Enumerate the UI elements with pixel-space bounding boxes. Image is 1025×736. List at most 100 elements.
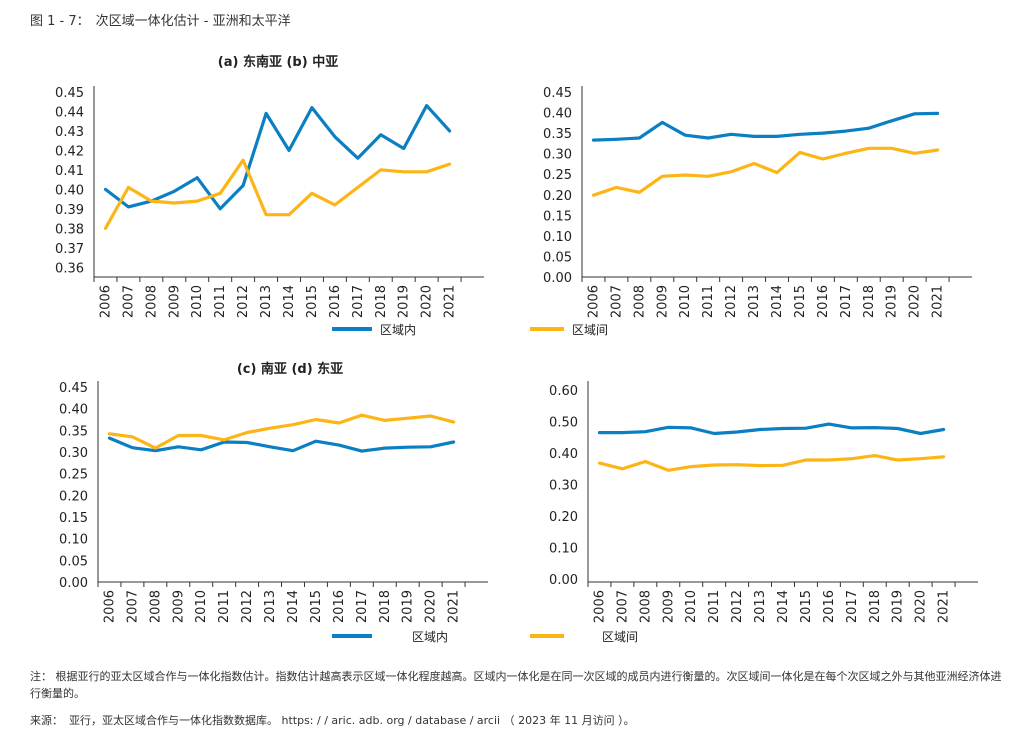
series-line-intra	[103, 103, 452, 211]
x-tick-label: 2020	[914, 590, 929, 623]
x-tick-label: 2017	[355, 590, 370, 623]
chart-panel-2: 0.45 0.40 0.35 0.30 0.25 0.20 0.15 0.10 0.05 0.00…	[530, 86, 972, 337]
y-tick-label: 0.38	[55, 222, 84, 237]
x-tick-label: 2021	[443, 285, 458, 318]
y-tick-label: 0.00	[549, 573, 578, 588]
series-line-intra	[591, 111, 940, 142]
y-tick-label: 0.40	[59, 403, 88, 418]
x-tick-label: 2019	[401, 590, 416, 623]
x-tick-label: 2011	[701, 285, 716, 318]
x-tick-label: 2006	[102, 590, 117, 623]
x-tick-label: 2020	[424, 590, 439, 623]
legend-intra-label: 区域内	[412, 630, 448, 644]
y-tick-label: 0.36	[55, 261, 84, 276]
legend-intra-label: 区域内	[380, 323, 416, 337]
figure-label: 图 1 - 7：	[30, 14, 90, 29]
x-tick-label: 2011	[213, 285, 228, 318]
y-tick-label: 0.41	[55, 164, 84, 179]
plot-area: 0.45 0.44 0.43 0.42 0.41 0.40 0.39 0.38 0.37 0.36…	[55, 86, 484, 318]
y-tick-label: 0.45	[543, 86, 572, 101]
y-tick-label: 0.10	[59, 533, 88, 548]
figure-source: 来源： 亚行，亚太区域合作与一体化指数数据库。 https: / / aric. …	[30, 712, 1005, 728]
legend-inter: 区域间	[530, 323, 608, 337]
chart-panel-4: 0.60 0.50 0.40 0.30 0.20 0.10 0.00 2006 2007 2008…	[530, 381, 978, 644]
x-tick-label: 2012	[236, 285, 251, 318]
plot-area: 0.45 0.40 0.35 0.30 0.25 0.20 0.15 0.10 0.05 0.00…	[543, 86, 972, 318]
chart-title: (a) 东南亚 (b) 中亚	[218, 54, 338, 70]
y-tick-label: 0.42	[55, 144, 84, 159]
x-tick-label: 2019	[885, 285, 900, 318]
x-tick-label: 2013	[259, 285, 274, 318]
x-tick-label: 2010	[194, 590, 209, 623]
x-tick-label: 2014	[286, 590, 301, 623]
x-tick-label: 2013	[747, 285, 762, 318]
x-tick-label: 2018	[862, 285, 877, 318]
plot-area: 0.60 0.50 0.40 0.30 0.20 0.10 0.00 2006 2007 2008…	[549, 381, 978, 623]
x-tick-label: 2018	[374, 285, 389, 318]
series-line-inter	[597, 453, 946, 472]
x-tick-label: 2014	[770, 285, 785, 318]
x-tick-label: 2011	[217, 590, 232, 623]
x-tick-label: 2021	[931, 285, 946, 318]
figure-note: 注： 根据亚行的亚太区域合作与一体化指数估计。指数估计越高表示区域一体化程度越高…	[30, 668, 1005, 702]
x-tick-label: 2009	[167, 285, 182, 318]
y-tick-label: 0.37	[55, 242, 84, 257]
x-tick-label: 2020	[908, 285, 923, 318]
x-tick-label: 2016	[816, 285, 831, 318]
x-tick-label: 2008	[148, 590, 163, 623]
x-tick-label: 2007	[125, 590, 140, 623]
x-tick-label: 2006	[592, 590, 607, 623]
x-tick-label: 2011	[707, 590, 722, 623]
y-tick-label: 0.40	[549, 447, 578, 462]
y-tick-label: 0.15	[59, 511, 88, 526]
y-tick-label: 0.40	[543, 107, 572, 122]
y-tick-label: 0.30	[549, 479, 578, 494]
y-tick-label: 0.20	[543, 189, 572, 204]
y-tick-label: 0.60	[549, 384, 578, 399]
note-text: 根据亚行的亚太区域合作与一体化指数估计。指数估计越高表示区域一体化程度越高。区域…	[30, 670, 1002, 700]
chart-panel-1: (a) 东南亚 (b) 中亚 0.450.440.430.420.410.400…	[55, 54, 484, 337]
y-tick-label: 0.00	[543, 271, 572, 286]
y-tick-label: 0.35	[59, 424, 88, 439]
series-line-inter	[107, 413, 456, 450]
x-tick-label: 2021	[447, 590, 462, 623]
legend-inter-label: 区域间	[572, 323, 608, 337]
x-tick-label: 2013	[753, 590, 768, 623]
y-tick-label: 0.39	[55, 203, 84, 218]
x-tick-label: 2020	[420, 285, 435, 318]
x-tick-label: 2019	[891, 590, 906, 623]
y-tick-label: 0.05	[543, 250, 572, 265]
y-tick-label: 0.25	[543, 168, 572, 183]
y-tick-label: 0.25	[59, 468, 88, 483]
source-label: 来源：	[30, 714, 63, 727]
x-tick-label: 2019	[397, 285, 412, 318]
y-tick-label: 0.45	[55, 86, 84, 101]
x-tick-label: 2015	[305, 285, 320, 318]
y-tick-label: 0.40	[55, 183, 84, 198]
figure-title: 图 1 - 7： 次区域一体化估计 - 亚洲和太平洋	[30, 10, 297, 29]
y-tick-label: 0.15	[543, 209, 572, 224]
x-tick-label: 2015	[793, 285, 808, 318]
y-tick-label: 0.45	[59, 381, 88, 396]
x-tick-label: 2013	[263, 590, 278, 623]
plot-area: 0.45 0.40 0.35 0.30 0.25 0.20 0.15 0.10 0.05 0.00…	[59, 381, 488, 623]
legend-intra: 区域内	[332, 323, 416, 337]
y-tick-label: 0.44	[55, 105, 84, 120]
x-tick-label: 2016	[822, 590, 837, 623]
x-tick-label: 2009	[171, 590, 186, 623]
x-tick-label: 2012	[730, 590, 745, 623]
y-tick-label: 0.35	[543, 127, 572, 142]
x-tick-label: 2012	[724, 285, 739, 318]
series-line-intra	[107, 436, 456, 453]
x-tick-label: 2009	[661, 590, 676, 623]
y-tick-label: 0.20	[59, 489, 88, 504]
chart-panel-3: (c) 南亚 (d) 东亚 0.450.400.350.300.250.200.…	[59, 361, 488, 644]
source-text: 亚行，亚太区域合作与一体化指数数据库。 https: / / aric. adb…	[69, 714, 635, 727]
x-tick-label: 2018	[378, 590, 393, 623]
y-tick-label: 0.50	[549, 416, 578, 431]
y-tick-label: 0.43	[55, 125, 84, 140]
x-tick-label: 2007	[121, 285, 136, 318]
x-tick-label: 2017	[845, 590, 860, 623]
y-tick-label: 0.05	[59, 554, 88, 569]
x-tick-label: 2010	[190, 285, 205, 318]
